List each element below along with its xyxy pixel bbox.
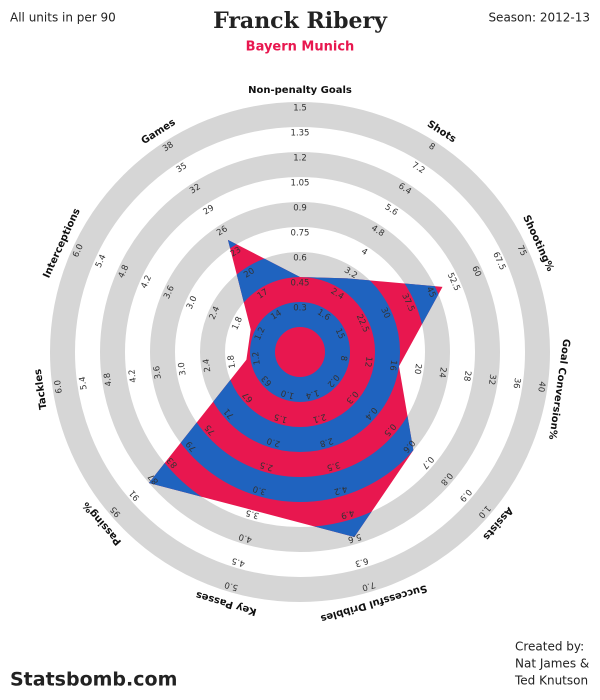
- tick-label: 5.0: [223, 579, 239, 592]
- tick-label: 0.9: [293, 204, 307, 214]
- site-name: Statsbomb.com: [10, 669, 177, 691]
- tick-label: 15: [333, 327, 347, 341]
- tick-label: 0.3: [293, 304, 307, 314]
- tick-label: 4: [359, 247, 369, 258]
- tick-label: 5.4: [78, 376, 90, 391]
- tick-label: 23: [229, 245, 244, 259]
- tick-label: 0.6: [293, 254, 307, 264]
- tick-label: 36: [511, 377, 522, 389]
- tick-label: 1.05: [291, 179, 310, 189]
- tick-label: 0.75: [291, 229, 310, 239]
- tick-label: 1.8: [226, 354, 238, 369]
- tick-label: 0.45: [291, 279, 310, 289]
- tick-label: 3.0: [252, 483, 268, 496]
- ring: [100, 152, 500, 552]
- tick-label: 2.1: [311, 411, 327, 424]
- tick-label: 32: [188, 182, 203, 196]
- tick-label: 60: [469, 265, 483, 279]
- season-note: Season: 2012-13: [488, 11, 590, 25]
- tick-label: 35: [175, 161, 190, 175]
- tick-label: 2.4: [202, 358, 214, 373]
- tick-label: 1.0: [280, 387, 296, 400]
- tick-label: 4.9: [340, 507, 356, 520]
- tick-label: 75: [515, 244, 529, 258]
- tick-label: 7.0: [361, 579, 377, 592]
- tick-label: 28: [461, 370, 472, 382]
- tick-label: 40: [535, 381, 546, 393]
- tick-label: 3.5: [245, 507, 261, 520]
- chart-subtitle: Bayern Munich: [246, 40, 355, 55]
- axis-label: Tackles: [33, 368, 50, 410]
- tick-label: 2.0: [266, 435, 282, 448]
- tick-label: 4.2: [333, 483, 349, 496]
- credit-line: Ted Knutson: [514, 674, 588, 688]
- tick-label: 30: [378, 306, 392, 320]
- tick-label: 20: [412, 363, 423, 375]
- band: [250, 302, 350, 402]
- tick-label: 38: [161, 140, 176, 154]
- tick-label: 17: [256, 287, 271, 301]
- tick-label: 1.5: [293, 104, 307, 114]
- tick-label: 12: [362, 356, 373, 368]
- tick-label: 14: [269, 308, 284, 322]
- tick-label: 1.35: [291, 129, 310, 139]
- tick-label: 1.5: [273, 411, 289, 424]
- tick-label: 6.0: [53, 379, 65, 394]
- tick-label: 26: [215, 224, 230, 238]
- tick-label: 2.8: [318, 435, 334, 448]
- chart-title: Franck Ribery: [213, 8, 388, 34]
- tick-label: 6.3: [354, 555, 370, 568]
- tick-label: 3.5: [325, 459, 341, 472]
- ring: [50, 102, 550, 602]
- credit-line: Nat James &: [515, 657, 589, 671]
- tick-label: 29: [202, 203, 217, 217]
- tick-label: 5.6: [347, 531, 363, 544]
- tick-label: 1.2: [251, 351, 263, 366]
- tick-label: 32: [486, 373, 497, 385]
- tick-label: 3.6: [152, 365, 164, 380]
- tick-label: 4.5: [231, 555, 247, 568]
- tick-label: 4.2: [127, 369, 139, 384]
- tick-label: 1.2: [293, 154, 307, 164]
- tick-label: 20: [242, 266, 257, 280]
- tick-label: 3.0: [177, 361, 189, 376]
- credit-line: Created by:: [515, 640, 584, 654]
- axis-label: Non-penalty Goals: [248, 85, 352, 96]
- tick-label: 4.8: [103, 372, 115, 387]
- tick-label: 2.5: [259, 459, 275, 472]
- tick-label: 24: [436, 366, 447, 378]
- tick-label: 16: [387, 359, 398, 371]
- tick-label: 1.4: [304, 387, 320, 400]
- units-note: All units in per 90: [10, 11, 116, 25]
- tick-label: 4.0: [238, 531, 254, 544]
- tick-label: 8: [338, 355, 349, 362]
- tick-label: 8: [427, 141, 437, 152]
- tick-label: 45: [424, 285, 438, 299]
